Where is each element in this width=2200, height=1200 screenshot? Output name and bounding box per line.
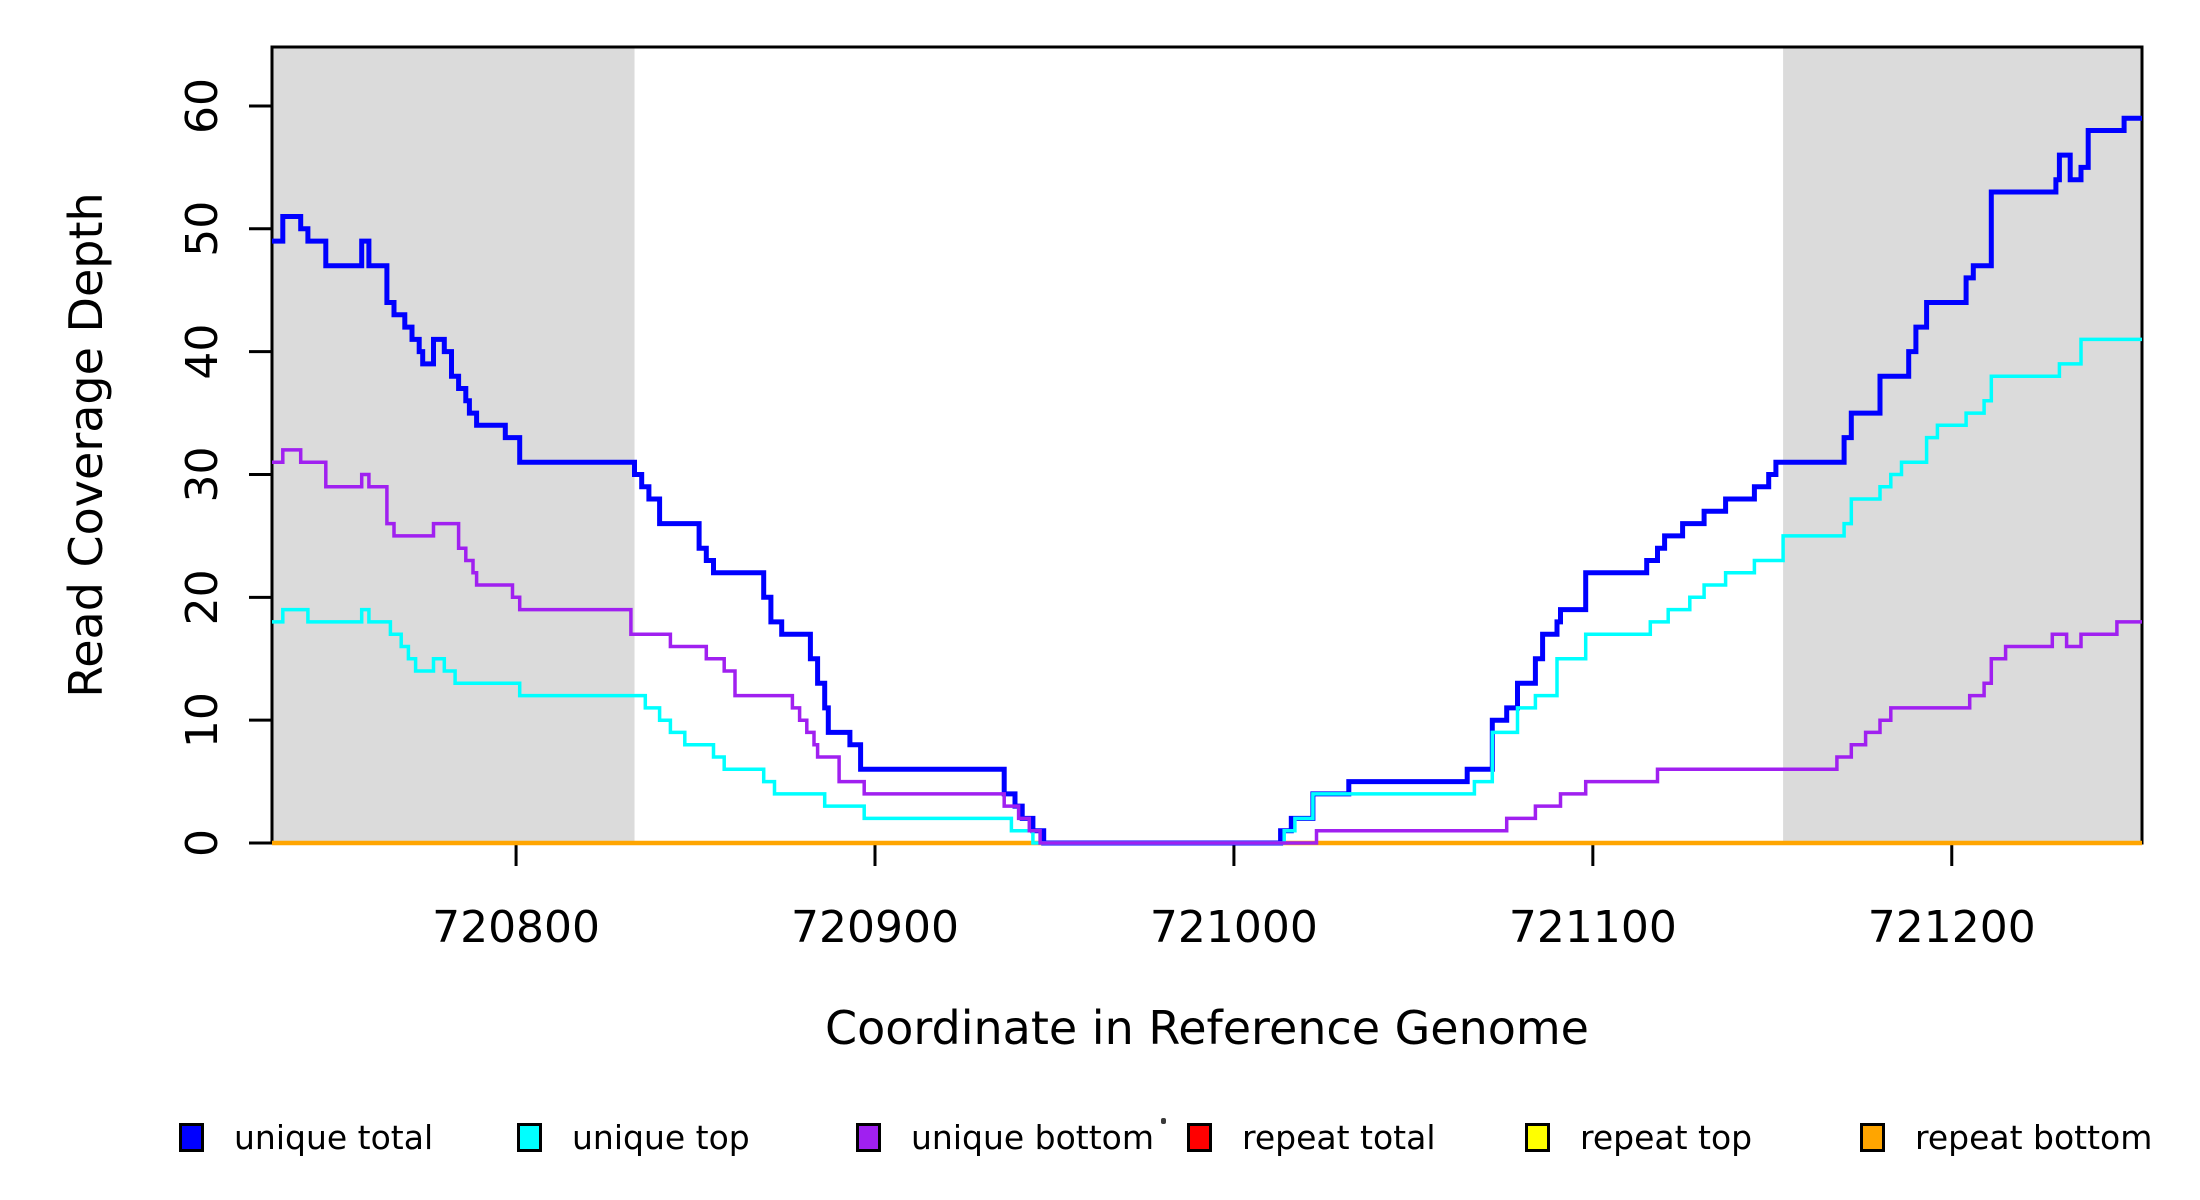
series-line-unique-total [272,115,2142,846]
x-tick-label: 721200 [1868,902,2036,953]
legend-item-repeat-total: repeat total [1187,1118,1436,1156]
y-tick-label: 30 [177,446,228,502]
legend-item-unique-total: unique total [179,1118,433,1156]
legend-label-unique-total: unique total [234,1117,434,1157]
legend-item-repeat-bottom: repeat bottom [1860,1118,2152,1156]
x-tick-label: 721000 [1150,902,1318,953]
y-axis-title: Read Coverage Depth [59,192,113,698]
legend-label-unique-top: unique top [572,1117,750,1157]
stray-mark [1161,1118,1166,1124]
legend-item-repeat-top: repeat top [1525,1118,1752,1156]
y-tick-label: 20 [177,569,228,625]
legend-item-unique-bottom: unique bottom [856,1118,1154,1156]
legend-label-repeat-total: repeat total [1242,1117,1436,1157]
legend-item-unique-top: unique top [517,1118,750,1156]
legend-label-unique-bottom: unique bottom [911,1117,1155,1157]
series-line-unique-bottom [272,448,2142,845]
y-tick-label: 40 [177,324,228,380]
legend-swatch-repeat-bottom [1860,1122,1885,1152]
x-tick-label: 720800 [432,902,600,953]
legend-swatch-repeat-total [1187,1122,1212,1152]
legend-label-repeat-top: repeat top [1580,1117,1753,1157]
legend-swatch-unique-total [179,1122,204,1152]
y-tick-label: 60 [177,78,228,134]
series-line-unique-top [272,337,2142,845]
legend-label-repeat-bottom: repeat bottom [1915,1117,2153,1157]
y-tick-label: 0 [177,829,228,857]
shaded-region-1 [272,47,635,843]
legend-swatch-unique-bottom [856,1122,881,1152]
x-tick-label: 721100 [1509,902,1677,953]
y-tick-label: 50 [177,201,228,257]
x-axis-title: Coordinate in Reference Genome [825,1001,1589,1055]
legend-swatch-unique-top [517,1122,542,1152]
x-tick-label: 720900 [791,902,959,953]
y-tick-label: 10 [177,692,228,748]
legend-swatch-repeat-top [1525,1122,1550,1152]
